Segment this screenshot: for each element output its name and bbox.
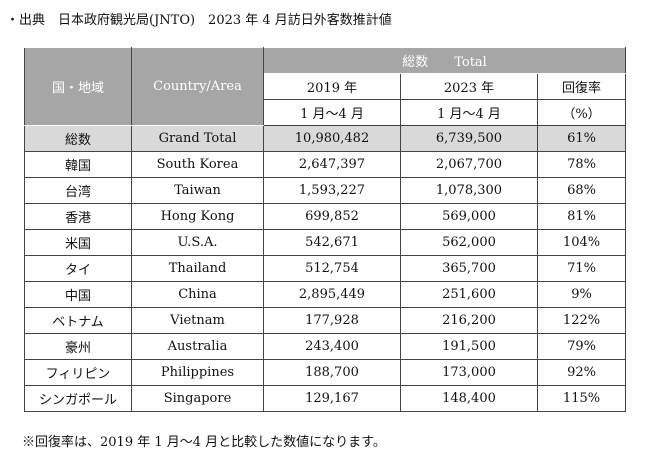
table-cell: U.S.A. xyxy=(131,229,264,256)
table-cell: 243,400 xyxy=(263,333,401,360)
table-cell: 2,895,449 xyxy=(263,281,401,308)
table-cell: 10,980,482 xyxy=(263,125,401,152)
table-cell: 2,067,700 xyxy=(400,151,538,178)
table-header: 国・地域 Country/Area 総数 Total 2019 年 2023 年… xyxy=(24,47,627,126)
header-cell: （%） xyxy=(536,99,627,126)
table-cell: 129,167 xyxy=(263,385,401,412)
table-cell: 79% xyxy=(536,333,627,360)
table-cell: 365,700 xyxy=(400,255,538,282)
table-body: 総数 Grand Total 10,980,482 6,739,500 61% 韓国 Sou… xyxy=(24,125,627,412)
header-cell: 国・地域 xyxy=(24,47,132,126)
table-cell: 韓国 xyxy=(24,151,132,178)
table-cell: 115% xyxy=(536,385,627,412)
header-cell: 総数 Total xyxy=(262,47,627,74)
table-row: ベトナム Vietnam 177,928 216,200 122% xyxy=(24,307,627,334)
table-cell: 562,000 xyxy=(400,229,538,256)
table-cell: Australia xyxy=(131,333,264,360)
table-cell: 豪州 xyxy=(24,333,132,360)
table-cell: Singapore xyxy=(131,385,264,412)
table-row: 韓国 South Korea 2,647,397 2,067,700 78% xyxy=(24,151,627,178)
table-row: タイ Thailand 512,754 365,700 71% xyxy=(24,255,627,282)
table-cell: 92% xyxy=(536,359,627,386)
table-cell: タイ xyxy=(24,255,132,282)
table-cell: 148,400 xyxy=(400,385,538,412)
table-cell: South Korea xyxy=(131,151,264,178)
table-cell: 中国 xyxy=(24,281,132,308)
table-cell: 542,671 xyxy=(263,229,401,256)
table-cell: 9% xyxy=(536,281,627,308)
table-cell: Thailand xyxy=(131,255,264,282)
table-cell: 台湾 xyxy=(24,177,132,204)
header-cell: 1 月～4 月 xyxy=(263,99,401,126)
table-cell: Hong Kong xyxy=(131,203,264,230)
table-cell: 2,647,397 xyxy=(263,151,401,178)
table-cell: 188,700 xyxy=(263,359,401,386)
table-row: フィリピン Philippines 188,700 173,000 92% xyxy=(24,359,627,386)
table-cell: 香港 xyxy=(24,203,132,230)
table-cell: Grand Total xyxy=(131,125,264,152)
footnote: ※回復率は、2019 年 1 月～4 月と比較した数値になります。 xyxy=(22,435,386,450)
header-cell: Country/Area xyxy=(131,47,264,126)
table-row: 中国 China 2,895,449 251,600 9% xyxy=(24,281,627,308)
header-cell: 1 月～4 月 xyxy=(400,99,538,126)
table-cell: 512,754 xyxy=(263,255,401,282)
table-row: シンガポール Singapore 129,167 148,400 115% xyxy=(24,385,627,412)
table-cell: 216,200 xyxy=(400,307,538,334)
table-cell: 173,000 xyxy=(400,359,538,386)
header-cell: 2019 年 xyxy=(263,73,401,100)
table-cell: フィリピン xyxy=(24,359,132,386)
table-cell: 78% xyxy=(536,151,627,178)
table-cell: 米国 xyxy=(24,229,132,256)
table-row: 豪州 Australia 243,400 191,500 79% xyxy=(24,333,627,360)
table-cell: Philippines xyxy=(131,359,264,386)
table-cell: シンガポール xyxy=(24,385,132,412)
data-table: 国・地域 Country/Area 総数 Total 2019 年 2023 年… xyxy=(24,47,627,412)
table-cell: 251,600 xyxy=(400,281,538,308)
table-cell: 総数 xyxy=(24,125,132,152)
table-cell: Vietnam xyxy=(131,307,264,334)
table-cell: 6,739,500 xyxy=(400,125,538,152)
header-cell: 回復率 xyxy=(536,73,627,100)
table-cell: ベトナム xyxy=(24,307,132,334)
table-cell: 81% xyxy=(536,203,627,230)
table-row: 台湾 Taiwan 1,593,227 1,078,300 68% xyxy=(24,177,627,204)
table-cell: 61% xyxy=(536,125,627,152)
table-cell: 177,928 xyxy=(263,307,401,334)
table-cell: 1,593,227 xyxy=(263,177,401,204)
table-cell: China xyxy=(131,281,264,308)
table-cell: 1,078,300 xyxy=(400,177,538,204)
table-cell: 122% xyxy=(536,307,627,334)
table-cell: 699,852 xyxy=(263,203,401,230)
table-cell: Taiwan xyxy=(131,177,264,204)
table-row: 米国 U.S.A. 542,671 562,000 104% xyxy=(24,229,627,256)
table-cell: 68% xyxy=(536,177,627,204)
table-cell: 569,000 xyxy=(400,203,538,230)
table-row: 総数 Grand Total 10,980,482 6,739,500 61% xyxy=(24,125,627,152)
table-cell: 191,500 xyxy=(400,333,538,360)
source-note: ・出典 日本政府観光局(JNTO) 2023 年 4 月訪日外客数推計値 xyxy=(6,13,392,28)
header-cell: 2023 年 xyxy=(400,73,538,100)
table-row: 香港 Hong Kong 699,852 569,000 81% xyxy=(24,203,627,230)
table-cell: 104% xyxy=(536,229,627,256)
table-cell: 71% xyxy=(536,255,627,282)
